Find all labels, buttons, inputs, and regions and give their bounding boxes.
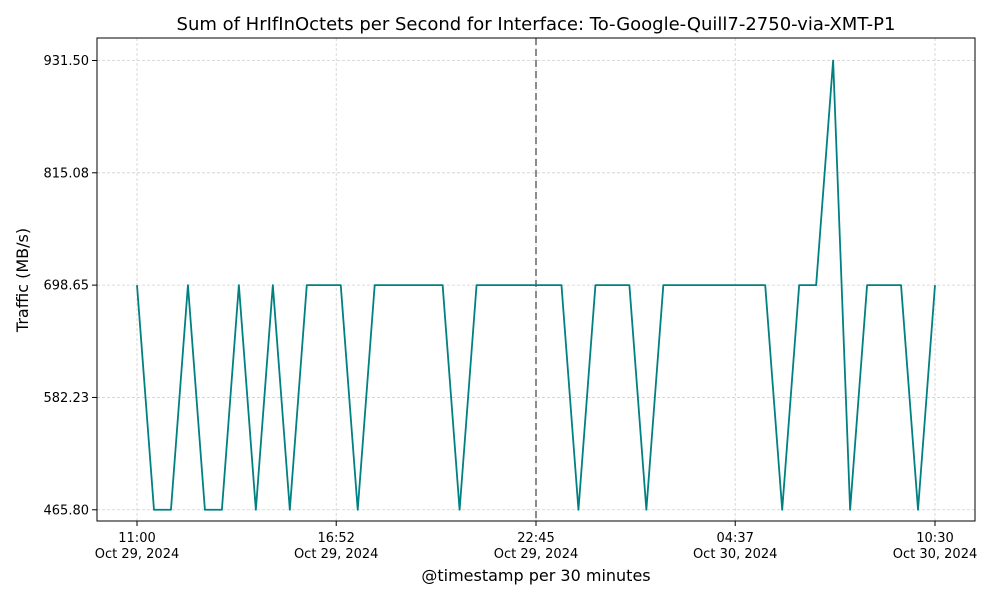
x-tick-date-label: Oct 29, 2024 xyxy=(494,547,579,562)
y-tick-label: 582.23 xyxy=(44,391,90,406)
series-layer xyxy=(136,59,936,511)
x-tick-time-label: 04:37 xyxy=(716,531,753,546)
y-tick-label: 698.65 xyxy=(44,279,90,294)
y-tick-label: 815.08 xyxy=(44,166,90,181)
x-tick-time-label: 22:45 xyxy=(517,531,554,546)
y-tick-label: 931.50 xyxy=(44,54,90,69)
chart-title: Sum of HrIfInOctets per Second for Inter… xyxy=(177,14,896,35)
y-axis-label: Traffic (MB/s) xyxy=(13,228,32,333)
x-tick-time-label: 11:00 xyxy=(118,531,155,546)
x-tick-date-label: Oct 30, 2024 xyxy=(693,547,778,562)
x-tick-time-label: 10:30 xyxy=(916,531,953,546)
x-tick-time-label: 16:52 xyxy=(317,531,354,546)
x-tick-date-label: Oct 29, 2024 xyxy=(95,547,180,562)
y-tick-label: 465.80 xyxy=(44,503,90,518)
x-axis-label: @timestamp per 30 minutes xyxy=(421,566,650,585)
x-tick-date-label: Oct 29, 2024 xyxy=(294,547,379,562)
series-line xyxy=(136,59,936,511)
y-axis-ticks: 465.80 582.23 698.65 815.08 931.50 xyxy=(44,54,97,518)
x-tick-date-label: Oct 30, 2024 xyxy=(893,547,978,562)
